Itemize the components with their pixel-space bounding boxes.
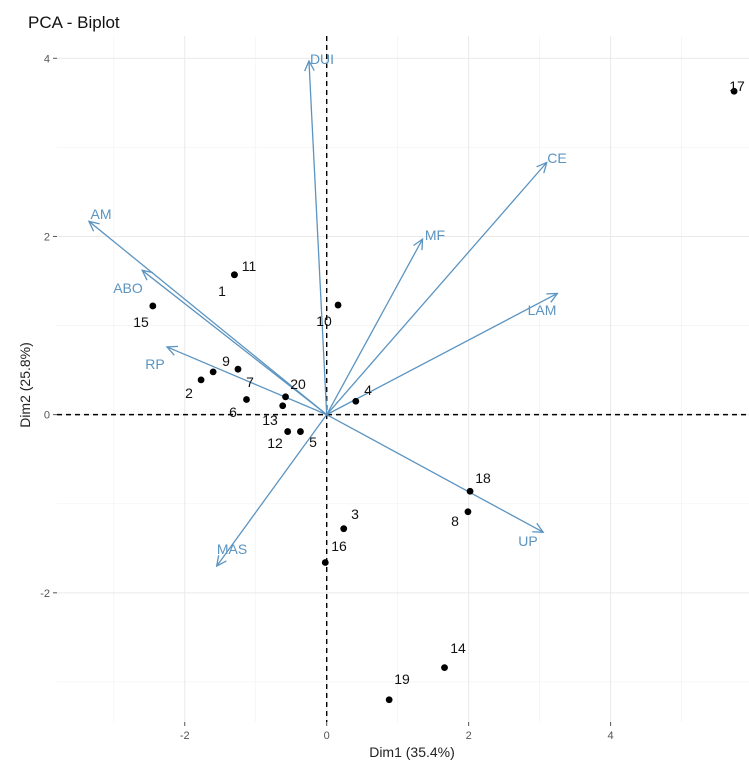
point-label: 2 — [185, 385, 193, 401]
variable-label-lam: LAM — [528, 302, 557, 318]
data-point — [352, 397, 360, 405]
variable-arrow-up — [326, 414, 544, 533]
data-point — [149, 302, 157, 310]
data-point — [385, 696, 393, 704]
point-label: 12 — [267, 435, 283, 451]
point-label: 14 — [450, 640, 466, 656]
y-axis-title: Dim2 (25.8%) — [17, 342, 33, 428]
variable-arrow-ce — [326, 162, 548, 416]
data-point — [243, 396, 250, 403]
variable-arrows: DUI CE MF LAM AM ABO RP UP MAS — [87, 51, 567, 568]
x-tick-label: 0 — [324, 730, 330, 742]
variable-label-abo: ABO — [113, 280, 143, 296]
data-point — [234, 365, 242, 373]
data-point — [340, 525, 348, 533]
variable-arrow-lam — [326, 292, 558, 416]
data-point — [231, 271, 238, 279]
point-label: 16 — [331, 538, 347, 554]
arrowhead-lam — [546, 292, 559, 303]
point-label: 10 — [316, 313, 332, 329]
variable-arrow-mf — [326, 238, 424, 415]
data-point — [466, 487, 474, 495]
x-axis-title: Dim1 (35.4%) — [369, 744, 455, 760]
variable-arrow-am — [88, 220, 328, 416]
point-label: 5 — [309, 434, 317, 450]
data-point — [297, 428, 304, 435]
data-point — [279, 402, 287, 410]
data-point — [441, 664, 448, 672]
x-tick-label: 4 — [608, 730, 614, 742]
data-point — [730, 87, 738, 95]
y-tick-label: -2 — [40, 588, 50, 600]
arrowhead-up — [532, 522, 545, 533]
variable-label-rp: RP — [145, 356, 164, 372]
grid-minor — [57, 36, 749, 722]
variable-arrow-abo — [141, 269, 328, 416]
y-axis-ticks: -2 0 2 4 — [40, 53, 57, 600]
point-label: 13 — [262, 412, 278, 428]
point-label: 1 — [218, 283, 226, 299]
variable-arrow-mas — [216, 414, 328, 567]
variable-label-dui: DUI — [310, 51, 334, 67]
arrowhead-mf — [413, 237, 424, 251]
point-label: 15 — [133, 314, 149, 330]
zero-lines — [57, 36, 749, 722]
y-tick-label: 2 — [44, 231, 50, 243]
arrowhead-ce — [536, 161, 548, 174]
point-label: 11 — [242, 258, 257, 274]
x-tick-label: 2 — [466, 730, 472, 742]
point-label: 8 — [451, 513, 459, 529]
arrowhead-mas — [215, 555, 227, 568]
data-point — [284, 428, 292, 435]
grid-major — [57, 36, 749, 722]
y-tick-label: 4 — [44, 53, 50, 65]
data-point — [321, 559, 329, 566]
data-point — [464, 508, 472, 516]
x-axis-ticks: -2 0 2 4 — [180, 722, 614, 742]
variable-label-ce: CE — [547, 150, 566, 166]
point-label: 17 — [729, 78, 745, 94]
x-tick-label: -2 — [180, 730, 190, 742]
point-label: 6 — [229, 404, 237, 420]
y-tick-label: 0 — [44, 410, 50, 422]
data-point — [282, 393, 289, 401]
arrowhead-abo — [140, 269, 154, 281]
variable-label-mas: MAS — [217, 541, 247, 557]
arrowhead-rp — [165, 345, 179, 356]
arrowhead-dui — [304, 59, 315, 72]
variable-arrow-rp — [166, 346, 327, 416]
point-label: 7 — [246, 374, 254, 390]
point-label: 4 — [364, 382, 372, 398]
point-label: 3 — [351, 506, 359, 522]
point-label: 20 — [290, 376, 306, 392]
variable-label-up: UP — [518, 533, 537, 549]
variable-arrow-dui — [308, 60, 328, 415]
point-label: 9 — [222, 353, 230, 369]
data-point — [197, 376, 205, 384]
variable-label-am: AM — [91, 206, 112, 222]
point-label: 18 — [475, 470, 491, 486]
arrowhead-am — [87, 220, 100, 232]
data-point — [209, 368, 217, 376]
chart-title: PCA - Biplot — [28, 13, 120, 32]
data-point — [334, 301, 342, 309]
point-label: 19 — [394, 671, 410, 687]
variable-label-mf: MF — [425, 227, 445, 243]
